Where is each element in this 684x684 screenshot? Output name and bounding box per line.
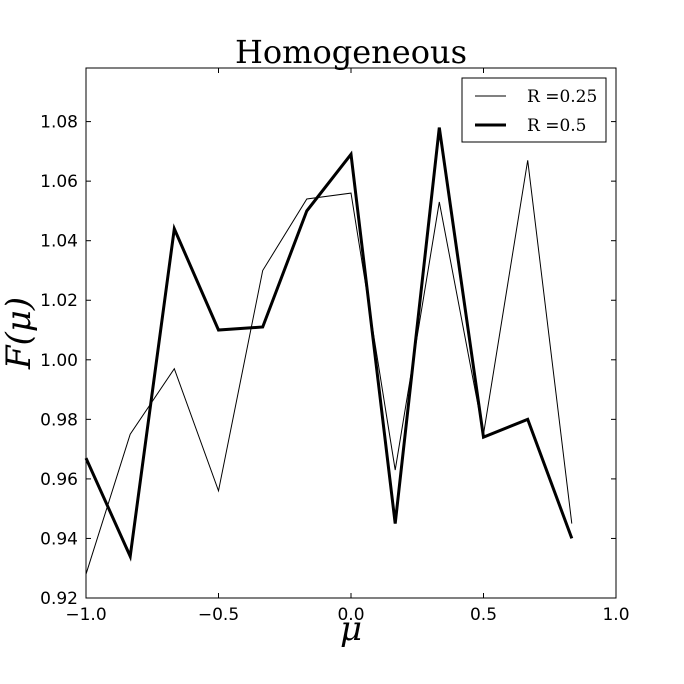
series-line-1 [84, 127, 574, 562]
y-tick-label: 0.98 [40, 410, 78, 430]
legend-label-r025: R =0.25 [527, 87, 597, 107]
plot-frame [85, 67, 617, 599]
legend-box [461, 77, 607, 143]
plot-lines [84, 127, 574, 575]
x-axis-label: μ [340, 609, 362, 649]
legend-label-r05: R =0.5 [527, 116, 586, 136]
y-tick-label: 1.04 [40, 232, 78, 252]
y-tick-label: 1.08 [40, 113, 78, 133]
x-tick-label: 1.0 [602, 605, 629, 625]
y-tick-label: 0.96 [40, 470, 78, 490]
y-tick-label: 1.06 [40, 172, 78, 192]
y-tick-label: 1.02 [40, 291, 78, 311]
axis-ticks: −1.0 −0.5 0.0 0.5 1.0 0.92 0.94 0.96 0.98 1.00 1.0… [40, 68, 630, 625]
series-line-0 [85, 160, 573, 575]
legend: R =0.25 R =0.5 [461, 77, 607, 143]
x-tick-label: −0.5 [198, 605, 239, 625]
x-tick-label: 0.0 [337, 605, 364, 625]
x-tick-label: 0.5 [470, 605, 497, 625]
y-tick-label: 1.00 [40, 351, 78, 371]
y-axis-label: F(μ) [0, 297, 39, 370]
chart-title: Homogeneous [235, 33, 467, 71]
y-tick-label: 0.92 [40, 589, 78, 609]
x-tick-label: −1.0 [65, 605, 106, 625]
y-tick-label: 0.94 [40, 529, 78, 549]
